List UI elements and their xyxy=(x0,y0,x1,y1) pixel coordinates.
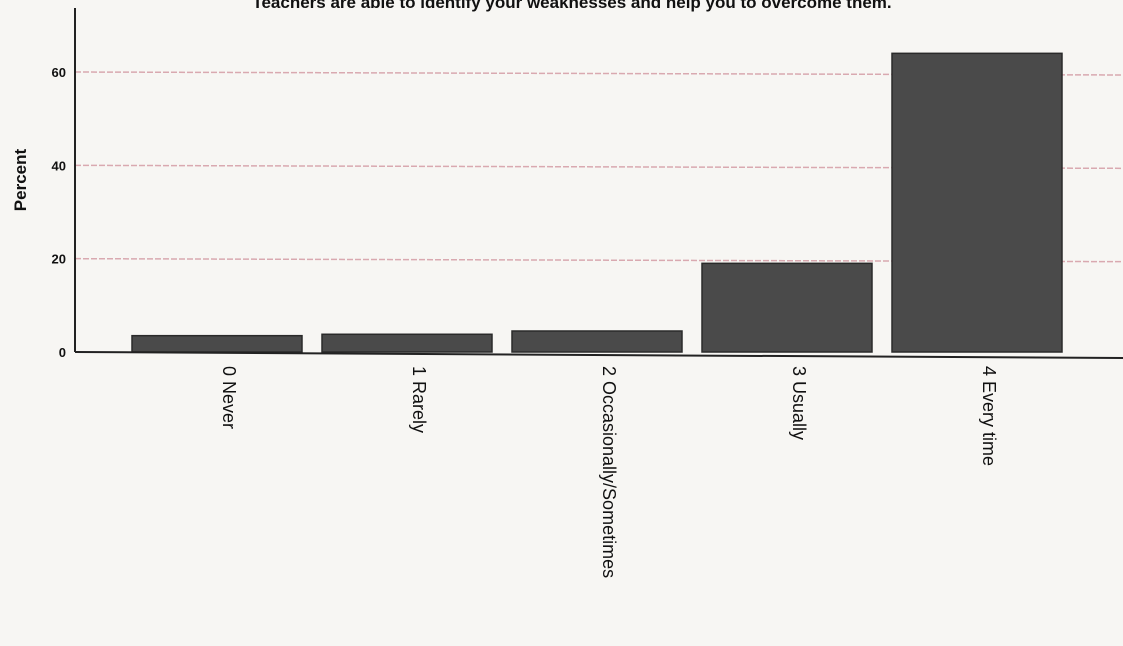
y-tick-label-60: 60 xyxy=(52,65,66,80)
bar-3 xyxy=(701,262,873,353)
x-axis xyxy=(74,351,1123,359)
x-category-label-4: 4 Every time xyxy=(979,366,999,466)
bar-4 xyxy=(891,52,1063,353)
y-tick-label-40: 40 xyxy=(52,158,66,173)
bar-0 xyxy=(131,334,303,353)
bars xyxy=(131,52,1063,353)
bar-2 xyxy=(511,330,683,353)
x-category-label-2: 2 Occasionally/Sometimes xyxy=(599,366,619,578)
axes xyxy=(74,8,1123,359)
y-axis-label: Percent xyxy=(11,148,30,211)
x-category-label-0: 0 Never xyxy=(219,366,239,429)
y-tick-label-20: 20 xyxy=(52,252,66,267)
x-category-labels: 0 Never 1 Rarely 2 Occasionally/Sometimes 3… xyxy=(219,366,999,578)
y-tick-label-0: 0 xyxy=(59,345,66,360)
x-category-label-3: 3 Usually xyxy=(789,366,809,440)
bar-1 xyxy=(321,333,493,353)
y-tick-labels: 0 20 40 60 xyxy=(52,65,66,360)
chart-title: Teachers are able to identify your weakn… xyxy=(252,0,891,12)
x-category-label-1: 1 Rarely xyxy=(409,366,429,433)
